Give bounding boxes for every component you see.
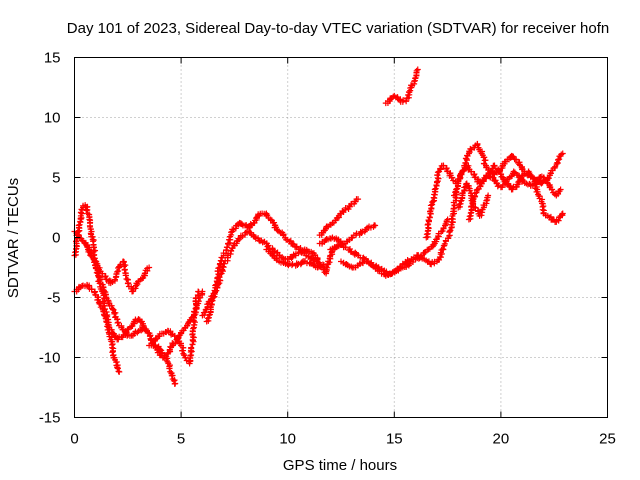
series-sat-j xyxy=(316,196,362,239)
y-tick-label: 5 xyxy=(52,170,60,187)
series-sat-l xyxy=(338,186,460,279)
series-sat-h xyxy=(263,246,327,271)
series-sat-q xyxy=(455,180,492,219)
series-sat-g xyxy=(199,228,338,319)
series-sat-f xyxy=(203,210,321,325)
y-tick-label: -15 xyxy=(39,410,61,427)
y-tick-label: 15 xyxy=(44,50,61,67)
series-sat-e xyxy=(146,288,202,367)
x-tick-label: 0 xyxy=(70,431,78,448)
series-sat-c xyxy=(71,281,206,361)
y-tick-label: -5 xyxy=(47,290,60,307)
x-tick-label: 25 xyxy=(599,431,616,448)
y-tick-label: -10 xyxy=(39,350,61,367)
series-sat-m xyxy=(382,66,421,107)
x-tick-label: 10 xyxy=(279,431,296,448)
x-tick-label: 15 xyxy=(386,431,403,448)
x-axis-label: GPS time / hours xyxy=(283,457,397,474)
data-points xyxy=(71,66,566,387)
series-sat-k xyxy=(327,222,379,253)
y-tick-label: 10 xyxy=(44,110,61,127)
x-tick-label: 20 xyxy=(493,431,510,448)
y-axis-label: SDTVAR / TECUs xyxy=(5,178,22,298)
series-sat-p xyxy=(465,162,566,226)
y-tick-label: 0 xyxy=(52,230,60,247)
axis-ticks: 0 5 10 15 20 25 -15 -10 -5 0 5 10 15 xyxy=(39,50,616,448)
series-sat-d xyxy=(82,240,153,295)
plot-frame xyxy=(74,57,608,418)
x-tick-label: 5 xyxy=(177,431,185,448)
grid-lines xyxy=(74,57,608,418)
chart-title: Day 101 of 2023, Sidereal Day-to-day VTE… xyxy=(67,20,609,37)
